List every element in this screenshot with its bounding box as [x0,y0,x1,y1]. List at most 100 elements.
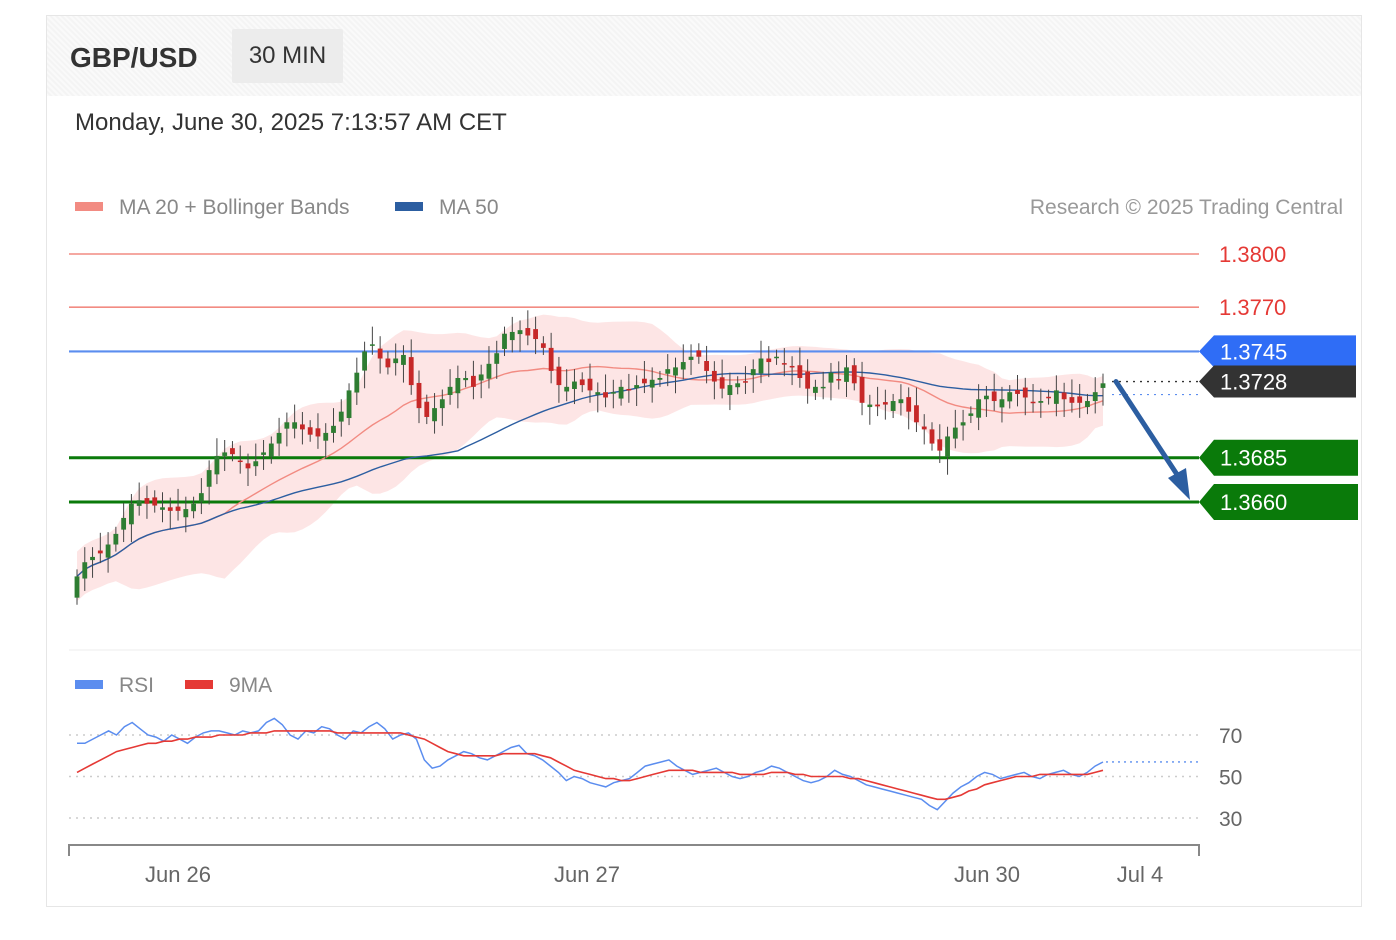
candle-body [929,429,935,444]
legend-ma50: MA 50 [395,196,499,220]
candle-body [875,404,881,407]
level-label-resistance: 1.3800 [1219,242,1286,267]
x-tick-label: Jun 30 [954,862,1020,887]
candle-body [696,350,702,357]
candle-body [1015,390,1020,394]
candle-body [789,365,795,368]
level-label-support: 1.3660 [1220,490,1287,515]
rsi-ma-line [76,730,1104,801]
candle-body [447,386,453,396]
rsi-swatch [75,680,103,690]
candle-body [595,392,601,395]
rsi-ma-swatch [185,680,213,690]
candle-body [253,461,259,467]
candle-body [805,371,811,389]
x-tick-label: Jul 4 [1117,862,1163,887]
candle-body [494,353,500,364]
ma20-swatch [75,202,103,212]
candle-body [385,358,391,368]
candle-body [1046,396,1052,399]
candle-body [408,357,414,386]
candle-body [105,544,111,558]
forecast-arrow-head [1168,468,1190,500]
candle-body [1085,401,1090,408]
candle-body [812,386,818,393]
candle-body [914,405,919,423]
candle-body [401,354,406,365]
candle-body [175,506,181,511]
candle-body [191,503,197,512]
candle-body [463,378,469,381]
candle-body [97,550,103,554]
ma50-label: MA 50 [439,196,499,219]
candle-body [230,448,235,455]
candle-body [890,401,896,411]
rsi-label: RSI [119,674,155,697]
candle-body [90,556,95,561]
candle-body [836,379,842,381]
candle-body [774,356,779,359]
candle-body [844,367,849,382]
candle-body [74,576,80,598]
candle-body [167,507,173,511]
candle-body [540,343,546,348]
candle-body [268,443,274,457]
candle-body [1069,397,1075,403]
candle-body [750,369,756,376]
candle-body [432,408,437,422]
timeframe-badge[interactable]: 30 MIN [232,29,343,83]
candle-body [245,463,251,469]
candle-body [968,413,974,416]
candle-body [828,372,834,383]
pivot-tag [1199,335,1356,368]
candle-body [587,378,593,391]
candle-body [820,386,826,389]
candle-body [470,375,476,387]
candle-body [237,460,243,463]
last-price-tag [1199,365,1356,398]
candle-body [960,422,966,426]
candle-body [906,397,912,412]
candle-body [882,402,888,405]
candle-body [315,428,321,437]
candle-body [198,493,204,502]
candle-body [673,367,678,376]
x-tick-label: Jun 26 [145,862,211,887]
candle-body [945,436,950,458]
candle-body [1007,392,1013,402]
candle-body [937,439,943,451]
candle-body [455,378,461,394]
ma50-swatch [395,202,423,212]
candle-body [688,356,694,360]
candle-body [362,351,368,371]
candle-body [1092,392,1098,402]
candle-body [183,509,189,518]
candle-body [128,503,134,525]
level-label-resistance: 1.3770 [1219,295,1286,320]
candle-body [525,328,531,336]
candle-body [719,377,725,389]
candle-body [439,399,445,409]
level-label-support: 1.3685 [1220,446,1287,471]
candle-body [292,422,298,429]
candle-body [781,363,787,365]
level-label-last-price: 1.3728 [1220,370,1287,395]
rsi-tick-label: 50 [1219,767,1242,790]
candle-body [618,386,624,399]
rsi-line [77,717,1104,811]
candle-body [626,388,632,391]
candle-body [657,378,663,380]
candle-body [377,348,383,359]
candle-body [113,533,119,545]
candle-body [152,497,158,506]
candle-body [766,358,772,363]
candle-body [603,392,608,398]
candle-body [393,358,399,364]
candle-body [991,391,997,402]
candle-body [369,344,375,346]
candle-body [743,381,748,383]
candle-body [556,366,562,386]
candle-body [758,358,764,374]
candle-body [331,425,336,433]
candle-body [424,401,430,417]
